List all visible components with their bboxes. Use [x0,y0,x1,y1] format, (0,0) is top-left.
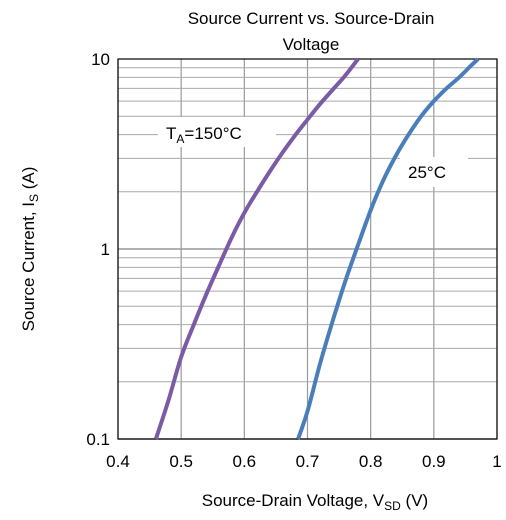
x-tick-label: 1 [492,452,501,471]
y-axis-label-unit: (A) [19,167,38,194]
y-tick-label: 0.1 [86,430,110,449]
x-tick-label: 0.7 [296,452,320,471]
x-tick-label: 0.8 [359,452,383,471]
series-label-150c-rest: =150°C [184,124,241,143]
plot-frame [117,58,498,440]
x-tick-label: 0.5 [169,452,193,471]
series-line-25c [296,57,480,440]
x-tick-label: 0.4 [106,452,130,471]
x-tick-label: 0.9 [422,452,446,471]
series-label-bg-25c [400,157,468,187]
series-label-150c-sub: A [176,132,184,146]
y-tick-label: 1 [101,240,110,259]
chart-title-line1: Source Current vs. Source-Drain [188,9,435,28]
series-line-150c [153,57,360,440]
y-axis-label-main: Source Current, I [19,202,38,331]
x-tick-label: 0.6 [233,452,257,471]
x-axis-label-main: Source-Drain Voltage, V [202,491,385,510]
chart-title-line2: Voltage [283,35,340,54]
y-tick-label: 10 [91,50,110,69]
series-label-150c-main: T [166,124,176,143]
series-label-25c: 25°C [408,163,446,182]
y-axis-label: Source Current, IS (A) [19,167,41,332]
series-label-bg-150c [158,117,276,147]
y-axis-label-sub: S [27,194,41,202]
x-axis-label: Source-Drain Voltage, VSD (V) [202,491,428,513]
series-label-150c: TA=150°C [166,124,242,146]
x-axis-label-unit: (V) [401,491,428,510]
series-lines [153,57,480,440]
tick-labels: 0.4 0.5 0.6 0.7 0.8 0.9 1 0.1 1 10 [86,50,501,471]
x-axis-label-sub: SD [384,499,401,513]
